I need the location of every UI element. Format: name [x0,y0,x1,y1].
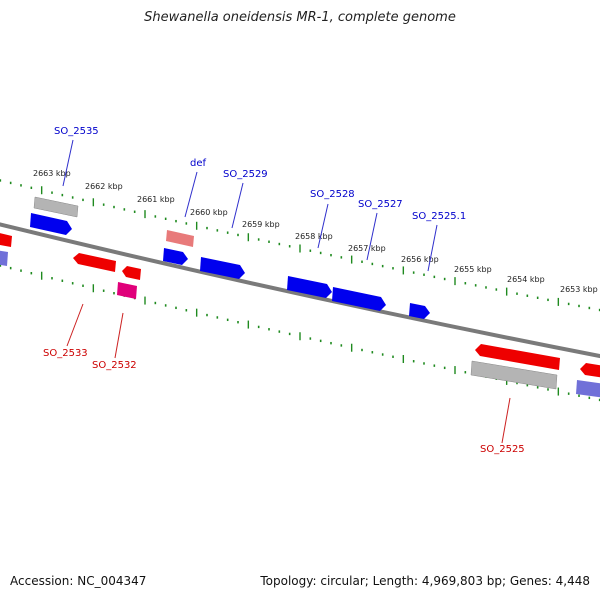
scale-label: 2654 kbp [507,275,545,284]
gene-forward-1[interactable] [30,213,72,235]
gene-so-2527[interactable] [332,287,386,311]
gene-label[interactable]: SO_2527 [358,199,403,210]
reverse-strand-track [0,232,600,398]
gene-so-2525-1[interactable] [409,303,430,319]
gene-label[interactable]: def [190,158,207,169]
scale-label: 2660 kbp [190,208,228,217]
gene-label[interactable]: SO_2532 [92,360,137,371]
gene-label[interactable]: SO_2525.1 [412,211,466,222]
gene-reverse-right-edge[interactable] [580,363,600,378]
forward-strand-track [0,196,430,319]
reverse-leader-lines [66,303,511,444]
genome-summary-label: Topology: circular; Length: 4,969,803 bp… [260,574,590,588]
gene-label[interactable]: SO_2535 [54,126,99,137]
forward-leader-lines [62,139,438,272]
scale-label: 2659 kbp [242,220,280,229]
scale-label: 2655 kbp [454,265,492,274]
gene-so-2525[interactable] [475,344,560,370]
scale-label: 2658 kbp [295,232,333,241]
gene-forward-right-edge[interactable] [576,380,600,398]
map-title: Shewanella oneidensis MR-1, complete gen… [144,10,456,25]
gene-label[interactable]: SO_2533 [43,348,88,359]
gene-label[interactable]: SO_2525 [480,444,525,455]
gene-so-2533[interactable] [73,253,116,272]
genome-backbone [0,222,600,359]
scale-label: 2657 kbp [348,244,386,253]
gene-def[interactable] [166,230,194,247]
reverse-gene-labels: SO_2533 SO_2532 SO_2525 [43,348,525,455]
scale-label: 2653 kbp [560,285,598,294]
gene-so-2535-pseudo[interactable] [33,196,79,218]
gene-reverse-left-edge[interactable] [0,232,12,247]
scale-label: 2661 kbp [137,195,175,204]
gene-label[interactable]: SO_2528 [310,189,355,200]
gene-so-2528[interactable] [287,276,332,298]
scale-label: 2656 kbp [401,255,439,264]
scale-labels: 2663 kbp 2662 kbp 2661 kbp 2660 kbp 2659… [33,169,598,294]
scale-label: 2662 kbp [85,182,123,191]
gene-forward-left-edge[interactable] [0,250,8,266]
gene-so-2532[interactable] [117,282,137,299]
gene-so-2525-pseudo[interactable] [470,360,558,390]
accession-label: Accession: NC_004347 [10,574,147,588]
scale-label: 2663 kbp [33,169,71,178]
gene-label[interactable]: SO_2529 [223,169,268,180]
gene-reverse-small[interactable] [122,266,141,280]
gene-forward-2[interactable] [163,248,188,265]
forward-gene-labels: SO_2535 def SO_2529 SO_2528 SO_2527 SO_2… [54,126,466,222]
gene-so-2529[interactable] [200,257,245,279]
